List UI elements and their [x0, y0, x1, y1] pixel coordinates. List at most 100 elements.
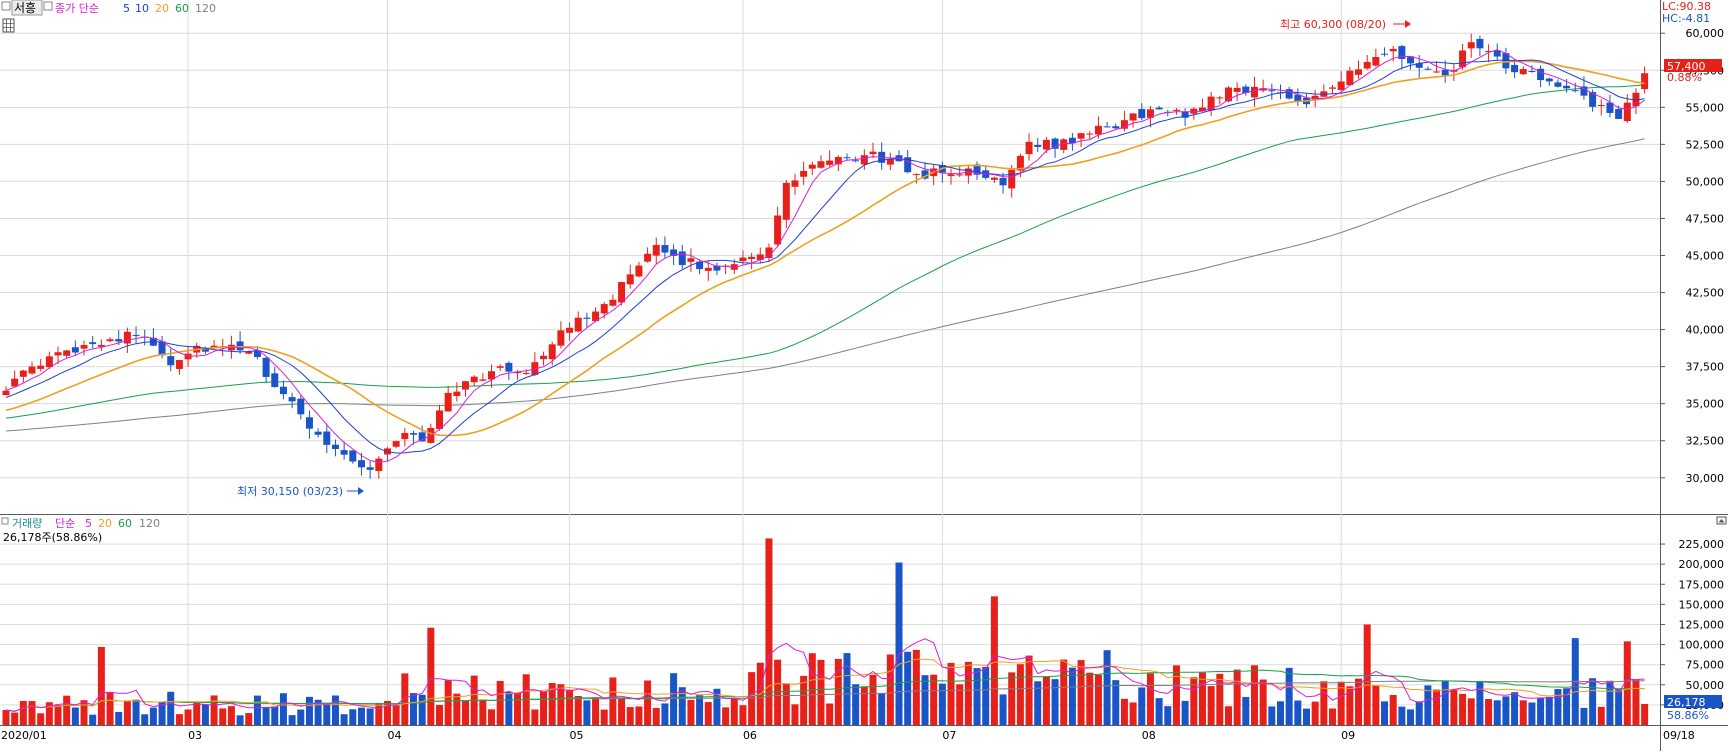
candle-body [1372, 57, 1380, 66]
volume-bar [1424, 685, 1432, 725]
legend-period-5: 5 [123, 2, 130, 15]
legend-toggle-icon[interactable] [43, 1, 53, 11]
candle-body [704, 267, 712, 271]
stock-name-box[interactable] [11, 0, 43, 16]
volume-tick-label: 75,000 [1686, 659, 1725, 672]
volume-bar [1615, 689, 1623, 725]
volume-bar [236, 715, 244, 725]
candle-body [834, 157, 842, 165]
current-volume-tag [1664, 695, 1722, 708]
volume-bar [1233, 669, 1241, 725]
candle-body [739, 257, 747, 262]
volume-bar [89, 714, 97, 725]
volume-bar [383, 701, 391, 725]
candle-body [782, 182, 790, 220]
candle-body [201, 347, 209, 352]
candle-body [1476, 38, 1484, 49]
candle-body [1207, 96, 1215, 111]
volume-bar [895, 562, 903, 725]
price-tick-label: 55,000 [1686, 101, 1725, 114]
candle-body [253, 350, 261, 357]
candle-body [1407, 56, 1415, 64]
volume-bar [80, 700, 88, 725]
candle-body [262, 357, 270, 377]
volume-bar [488, 709, 496, 725]
volume-bar [912, 649, 920, 725]
volume-bar [1112, 680, 1120, 725]
volume-bar [271, 706, 279, 725]
candle-body [1146, 109, 1154, 118]
volume-bar [973, 668, 981, 725]
candle-body [236, 341, 244, 351]
candle-body [1181, 111, 1189, 118]
x-tick-label: 04 [387, 729, 401, 742]
collapse-icon[interactable] [1, 1, 11, 11]
volume-bar [1493, 700, 1501, 725]
volume-bar [97, 646, 105, 725]
grid-lines [0, 0, 1660, 725]
volume-bar [1320, 681, 1328, 725]
volume-current-value: 26,178주(58.86%) [3, 531, 102, 544]
volume-percent: 58.86% [1667, 709, 1709, 722]
candle-body [1216, 97, 1224, 99]
volume-bar [1398, 706, 1406, 725]
volume-bar [869, 674, 877, 725]
x-tick-label: 06 [743, 729, 757, 742]
low-annotation: 최저 30,150 (03/23) [237, 485, 364, 498]
candle-body [1103, 126, 1111, 128]
volume-bar [1381, 701, 1389, 725]
volume-bar [106, 692, 114, 725]
volume-bar [1355, 678, 1363, 725]
volume-bar [843, 653, 851, 725]
volume-bar [1198, 672, 1206, 725]
candle-body [1060, 139, 1068, 150]
volume-bar [878, 693, 886, 725]
volume-bar [418, 694, 426, 725]
candle-body [1155, 107, 1163, 110]
candle-body [366, 467, 374, 470]
candle-body [271, 373, 279, 388]
candle-body [644, 253, 652, 262]
volume-bar [253, 695, 261, 725]
volume-bar [1294, 700, 1302, 725]
grid-table-icon[interactable] [2, 18, 15, 33]
volume-bar [1632, 679, 1640, 725]
volume-bar [1060, 659, 1068, 725]
volume-bar [956, 684, 964, 725]
candle-body [1129, 113, 1137, 121]
candle-body [1519, 69, 1527, 75]
volume-bar [531, 709, 539, 725]
volume-bar [28, 701, 36, 725]
candle-body [566, 327, 574, 333]
candle-body [1528, 71, 1536, 73]
candle-body [409, 433, 417, 435]
candle-body [1554, 82, 1562, 87]
volume-collapse-icon[interactable] [1, 517, 9, 525]
stock-name: 서흥 [14, 1, 36, 15]
volume-average-lines [5, 638, 1645, 712]
volume-bar [427, 627, 435, 725]
candle-body [1294, 94, 1302, 102]
volume-bar [436, 704, 443, 725]
candle-body [956, 174, 964, 176]
candle-body [1545, 78, 1553, 82]
ma5-path [5, 49, 1645, 463]
volume-bar [548, 683, 556, 725]
volume-bar [245, 713, 253, 725]
volume-bar [1528, 702, 1536, 725]
candle-body [990, 177, 998, 180]
volume-bar [1450, 689, 1458, 725]
price-legend: 서흥 종가 단순 5 10 20 60 120 [1, 0, 216, 33]
volume-tick-label: 175,000 [1679, 578, 1725, 591]
volume-bar [722, 707, 730, 725]
volume-bar [1511, 692, 1519, 725]
volume-bar [366, 708, 374, 725]
price-tick-label: 42,500 [1686, 287, 1725, 300]
volume-bar [357, 707, 365, 725]
candle-body [175, 360, 183, 369]
volume-bar [1034, 681, 1042, 725]
volume-bar [375, 702, 383, 725]
x-axis: 2020/01 03 04 05 06 07 08 09 09/18 [1, 729, 1695, 742]
volume-bar [219, 708, 227, 725]
volume-bar [947, 662, 955, 725]
